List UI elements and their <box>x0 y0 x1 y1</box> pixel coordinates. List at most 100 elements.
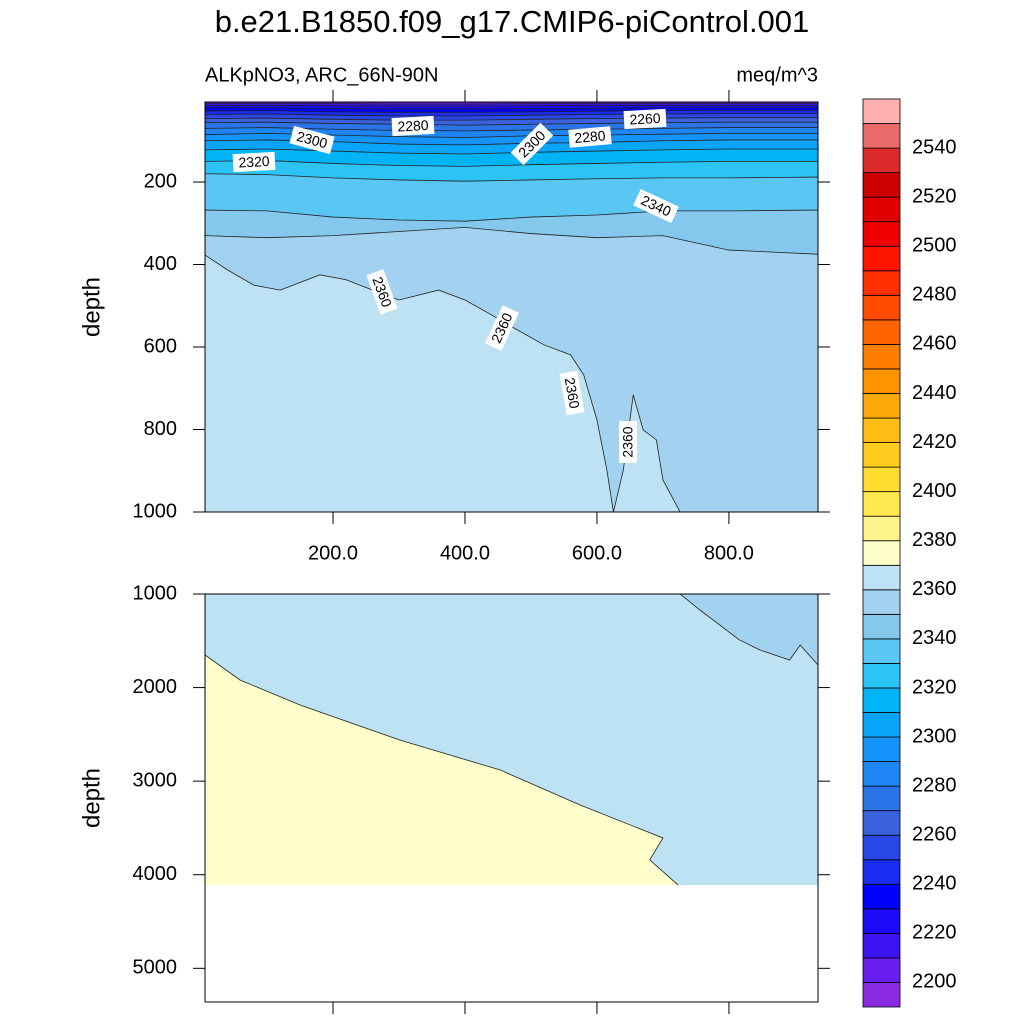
colorbar-label: 2300 <box>912 725 957 747</box>
colorbar-label: 2320 <box>912 676 957 698</box>
colorbar-box <box>862 908 901 934</box>
contour-fill <box>205 594 818 666</box>
colorbar-box <box>862 344 901 370</box>
colorbar-box <box>862 491 901 517</box>
contour-label-box <box>510 122 554 166</box>
colorbar-box <box>862 957 901 983</box>
plot-frame <box>204 593 819 1003</box>
colorbar-box <box>862 147 901 174</box>
x-tick-label: 400.0 <box>440 542 490 564</box>
colorbar-box <box>862 761 901 787</box>
contour-label: 2300 <box>289 125 335 155</box>
colorbar-box <box>862 123 901 149</box>
contour-label: 2360 <box>619 421 637 463</box>
colorbar-box <box>862 515 901 542</box>
y-tick-label: 400 <box>144 253 177 275</box>
contour-line <box>205 254 681 512</box>
colorbar-label: 2280 <box>912 774 957 796</box>
subtitle-left: ALKpNO3, ARC_66N-90N <box>205 64 438 86</box>
colorbar-box <box>862 196 901 223</box>
y-axis-label: depth <box>78 277 105 337</box>
colorbar-box <box>862 466 901 493</box>
y-tick-label: 4000 <box>133 863 178 885</box>
x-tick-label: 600.0 <box>572 542 622 564</box>
colorbar-label: 2440 <box>912 382 957 404</box>
contour-line <box>205 209 818 222</box>
plot-area <box>205 102 818 512</box>
colorbar-label: 2220 <box>912 922 957 944</box>
colorbar-box <box>862 589 901 615</box>
contour-label: 2280 <box>568 126 612 148</box>
contour-label-text: 2360 <box>562 376 583 410</box>
plot-frame <box>204 101 819 513</box>
colorbar-box <box>862 540 901 566</box>
contour-label-text: 2360 <box>620 426 636 457</box>
colorbar-box <box>862 319 901 345</box>
contour-line <box>205 107 818 110</box>
contour-label-box <box>391 115 435 137</box>
colorbar-box <box>862 982 901 1008</box>
colorbar-box <box>862 221 901 247</box>
colorbar-label: 2520 <box>912 185 957 207</box>
contour-line <box>679 594 818 666</box>
contour-label-box <box>289 125 335 155</box>
contour-line <box>205 173 818 182</box>
colorbar-box <box>862 270 901 296</box>
contour-label-box <box>484 305 520 351</box>
contour-label-box <box>366 269 398 315</box>
contour-line <box>205 113 818 117</box>
colorbar-box <box>862 613 901 640</box>
y-axis-label: depth <box>78 768 105 828</box>
contour-label-text: 2280 <box>574 127 607 146</box>
contour-line <box>205 109 818 113</box>
colorbar-box <box>862 417 901 443</box>
x-tick-label: 800.0 <box>704 542 754 564</box>
colorbar-box <box>862 663 901 689</box>
contour-line <box>205 117 818 121</box>
colorbar-box <box>862 638 901 664</box>
x-tick-label: 200.0 <box>308 542 358 564</box>
colorbar-box <box>862 932 901 959</box>
colorbar-box <box>862 368 901 394</box>
colorbar-box <box>862 859 901 885</box>
contour-label-text: 2300 <box>295 128 329 152</box>
colorbar-box <box>862 687 901 713</box>
contour-line <box>205 121 818 126</box>
contour-label-text: 2280 <box>397 117 429 135</box>
colorbar-label: 2460 <box>912 333 957 355</box>
y-tick-label: 5000 <box>133 957 178 979</box>
y-tick-label: 800 <box>144 418 177 440</box>
contour-label: 2260 <box>623 108 667 130</box>
y-tick-label: 1000 <box>133 582 178 604</box>
plot-area <box>205 594 818 886</box>
contour-label-box <box>232 151 276 173</box>
colorbar-label: 2360 <box>912 578 957 600</box>
contour-label-box <box>568 126 612 148</box>
colorbar-box <box>862 810 901 836</box>
contour-label-box <box>559 370 585 416</box>
colorbar-box <box>862 712 901 738</box>
colorbar-box <box>862 442 901 468</box>
colorbar-label: 2200 <box>912 971 957 993</box>
colorbar-label: 2400 <box>912 480 957 502</box>
colorbar-box <box>862 883 901 910</box>
colorbar-box <box>862 294 901 321</box>
y-tick-label: 2000 <box>133 676 178 698</box>
contour-label-text: 2320 <box>238 153 270 171</box>
colorbar-label: 2480 <box>912 284 957 306</box>
contour-line <box>205 104 818 107</box>
contour-line <box>205 160 818 167</box>
contour-label-box <box>633 188 679 224</box>
contour-line <box>205 226 818 255</box>
y-tick-label: 600 <box>144 335 177 357</box>
colorbar-label: 2500 <box>912 235 957 257</box>
y-tick-label: 200 <box>144 170 177 192</box>
chart-title: b.e21.B1850.f09_g17.CMIP6-piControl.001 <box>215 4 810 39</box>
colorbar-box <box>862 172 901 198</box>
colorbar-label: 2260 <box>912 823 957 845</box>
contour-label: 2320 <box>232 151 276 173</box>
colorbar-box <box>862 736 901 762</box>
colorbar-label: 2380 <box>912 529 957 551</box>
contour-fill <box>205 655 679 886</box>
colorbar-label: 2420 <box>912 431 957 453</box>
